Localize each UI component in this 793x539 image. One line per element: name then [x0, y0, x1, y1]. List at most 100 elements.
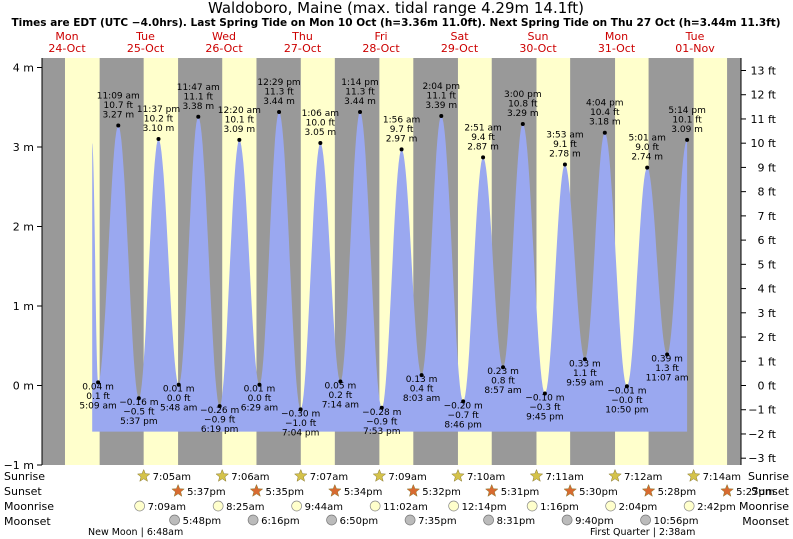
tide-extreme-point	[501, 365, 506, 370]
sunrise-time: 7:05am	[153, 472, 191, 483]
moonset-row-label-left: Moonset	[4, 515, 51, 528]
sunrise-time: 7:11am	[545, 472, 583, 483]
tide-extreme-point	[116, 123, 121, 128]
tide-label-line: −0.7 ft	[448, 411, 480, 421]
tide-label-line: −0.9 ft	[366, 417, 398, 427]
sunrise-icon	[451, 468, 465, 482]
moonrise-time: 8:25am	[226, 502, 264, 513]
day-name-label: Tue	[685, 30, 705, 43]
first-quarter-label: First Quarter | 2:38am	[590, 527, 695, 538]
day-date-label: 26-Oct	[205, 42, 243, 55]
tide-label-line: 0.39 m	[651, 354, 683, 364]
right-tick-label: 12 ft	[751, 89, 777, 102]
tide-extreme-point	[461, 399, 466, 404]
moonrise-icon	[448, 500, 460, 512]
tide-label-line: 7:14 am	[322, 401, 359, 411]
sunrise-row-label-left: Sunrise	[4, 470, 45, 483]
daylight-band	[693, 58, 728, 465]
left-tick-label: 4 m	[13, 62, 34, 75]
tide-label-line: 2.97 m	[386, 134, 418, 144]
moonrise-time: 9:44am	[305, 502, 343, 513]
right-tick-label: 3 ft	[758, 307, 777, 320]
sunset-icon	[720, 483, 734, 497]
day-name-label: Fri	[374, 30, 387, 43]
sunset-icon	[484, 483, 499, 497]
tide-extreme-point	[624, 384, 629, 389]
right-tick-label: −2 ft	[748, 428, 776, 441]
sunrise-time: 7:06am	[231, 472, 269, 483]
sunset-icon	[328, 483, 342, 497]
tide-extreme-point	[257, 382, 262, 387]
tide-label-line: 10:50 pm	[605, 405, 648, 415]
tide-label-line: 1:06 am	[302, 109, 339, 119]
day-date-label: 28-Oct	[362, 42, 400, 55]
sunrise-time: 7:14am	[703, 472, 741, 483]
tide-label-line: 0.01 m	[163, 385, 195, 395]
tide-label-line: −0.01 m	[607, 386, 646, 396]
day-date-label: 25-Oct	[127, 42, 165, 55]
tide-label-line: 9.0 ft	[635, 143, 659, 153]
right-tick-label: 11 ft	[751, 113, 777, 126]
day-name-label: Mon	[55, 30, 78, 43]
moonset-icon	[326, 514, 337, 526]
tide-extreme-point	[176, 382, 181, 387]
tide-extreme-point	[277, 110, 282, 115]
tide-label-line: 6:19 pm	[201, 425, 239, 435]
day-name-label: Thu	[291, 30, 313, 43]
tide-extreme-point	[685, 137, 690, 142]
tide-label-line: 6:29 am	[241, 404, 278, 414]
tide-label-line: 1:56 am	[383, 115, 420, 125]
tide-label-line: 3.44 m	[344, 97, 376, 107]
tide-extreme-point	[318, 141, 323, 146]
tide-label-line: 3.05 m	[305, 128, 337, 138]
left-tick-labels: 4 m 3 m 2 m 1 m 0 m −1 m	[4, 62, 42, 472]
tide-label-line: 7:04 pm	[282, 428, 320, 438]
tide-label-line: 3:00 pm	[504, 90, 542, 100]
sunset-time: 5:28pm	[658, 487, 697, 498]
tide-extreme-point	[542, 391, 547, 396]
tide-label-line: 11.3 ft	[264, 88, 294, 98]
tide-label-line: 3.09 m	[671, 125, 703, 135]
tide-label-line: 9.4 ft	[471, 133, 495, 143]
moonset-row-label-right: Moonset	[742, 515, 789, 528]
tide-extreme-point	[602, 130, 607, 135]
tide-label-line: 12:29 pm	[257, 78, 300, 88]
left-tick-label: 3 m	[13, 141, 34, 154]
moonrise-icon	[212, 500, 224, 512]
moonset-time: 9:40pm	[575, 516, 614, 527]
sunrise-time: 7:07am	[310, 472, 348, 483]
tide-extreme-point	[582, 357, 587, 362]
day-date-label: 27-Oct	[284, 42, 322, 55]
tide-label-line: 8:46 pm	[444, 420, 482, 430]
tide-label-line: 10.2 ft	[144, 115, 174, 125]
tide-label-line: 2.74 m	[631, 153, 663, 163]
moonrise-icon	[134, 500, 146, 512]
moonrise-icon	[526, 500, 538, 512]
sunset-time: 5:37pm	[187, 487, 226, 498]
tide-curve-area	[92, 112, 688, 432]
moonrise-time: 11:02am	[383, 502, 428, 513]
tide-extreme-point	[358, 110, 363, 115]
chart-title: Waldoboro, Maine (max. tidal range 4.29m…	[208, 0, 584, 17]
left-tick-label: −1 m	[4, 459, 34, 472]
tide-label-line: 3.29 m	[507, 109, 539, 119]
sunrise-icon	[608, 468, 622, 482]
day-name-label: Sun	[528, 30, 549, 43]
tide-label-line: 3.18 m	[589, 118, 621, 128]
moonrise-icon	[291, 500, 303, 512]
tide-label-line: 10.7 ft	[104, 101, 134, 111]
tide-label-line: 0.13 m	[406, 375, 438, 385]
new-moon-label: New Moon | 6:48am	[88, 527, 183, 538]
sunrise-time: 7:10am	[467, 472, 505, 483]
tide-label-line: −0.30 m	[281, 409, 320, 419]
tide-label-line: −0.9 ft	[204, 416, 236, 426]
sunset-icon	[249, 483, 264, 497]
right-tick-label: 5 ft	[758, 258, 777, 271]
sunset-icon	[406, 483, 421, 497]
tide-label-line: 10.8 ft	[508, 99, 538, 109]
tide-label-line: 10.1 ft	[225, 115, 255, 125]
right-tick-label: 7 ft	[758, 210, 777, 223]
moonset-icon	[483, 514, 494, 526]
tide-extreme-point	[136, 396, 141, 401]
right-tick-label: 13 ft	[751, 64, 777, 77]
